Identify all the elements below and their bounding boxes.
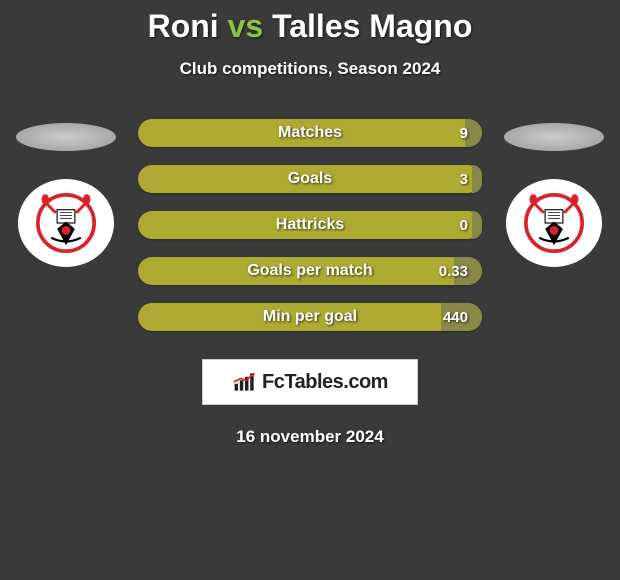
- player1-column: [12, 119, 120, 267]
- stat-value: 0.33: [439, 263, 468, 280]
- comparison-row: Matches 9 Goals 3 Hattricks 0 Goals per …: [0, 119, 620, 331]
- club-crest-icon: [29, 186, 103, 260]
- stat-bars: Matches 9 Goals 3 Hattricks 0 Goals per …: [138, 119, 482, 331]
- stat-bar-goals: Goals 3: [138, 165, 482, 193]
- player2-club-badge: [506, 179, 602, 267]
- comparison-card: Roni vs Talles Magno Club competitions, …: [0, 0, 620, 447]
- branding-box[interactable]: FcTables.com: [202, 359, 418, 405]
- subtitle: Club competitions, Season 2024: [0, 59, 620, 79]
- stat-label: Goals: [288, 170, 332, 188]
- stat-value: 440: [443, 309, 468, 326]
- stat-label: Matches: [278, 124, 342, 142]
- player2-column: [500, 119, 608, 267]
- stat-bar-hattricks: Hattricks 0: [138, 211, 482, 239]
- stat-bar-matches: Matches 9: [138, 119, 482, 147]
- chart-icon: [232, 371, 258, 393]
- stat-value: 0: [460, 217, 468, 234]
- branding-text: FcTables.com: [262, 371, 388, 394]
- stat-value: 3: [460, 171, 468, 188]
- stat-label: Min per goal: [263, 308, 357, 326]
- player2-name: Talles Magno: [272, 8, 472, 44]
- stat-label: Goals per match: [247, 262, 372, 280]
- club-crest-icon: [517, 186, 591, 260]
- player1-avatar-placeholder: [16, 123, 116, 151]
- stat-bar-right-segment: [472, 211, 482, 239]
- stat-label: Hattricks: [276, 216, 344, 234]
- stat-value: 9: [460, 125, 468, 142]
- player1-club-badge: [18, 179, 114, 267]
- stat-bar-goals-per-match: Goals per match 0.33: [138, 257, 482, 285]
- date-label: 16 november 2024: [0, 427, 620, 447]
- stat-bar-min-per-goal: Min per goal 440: [138, 303, 482, 331]
- player1-name: Roni: [148, 8, 219, 44]
- vs-label: vs: [228, 8, 264, 44]
- stat-bar-right-segment: [472, 165, 482, 193]
- page-title: Roni vs Talles Magno: [0, 8, 620, 45]
- player2-avatar-placeholder: [504, 123, 604, 151]
